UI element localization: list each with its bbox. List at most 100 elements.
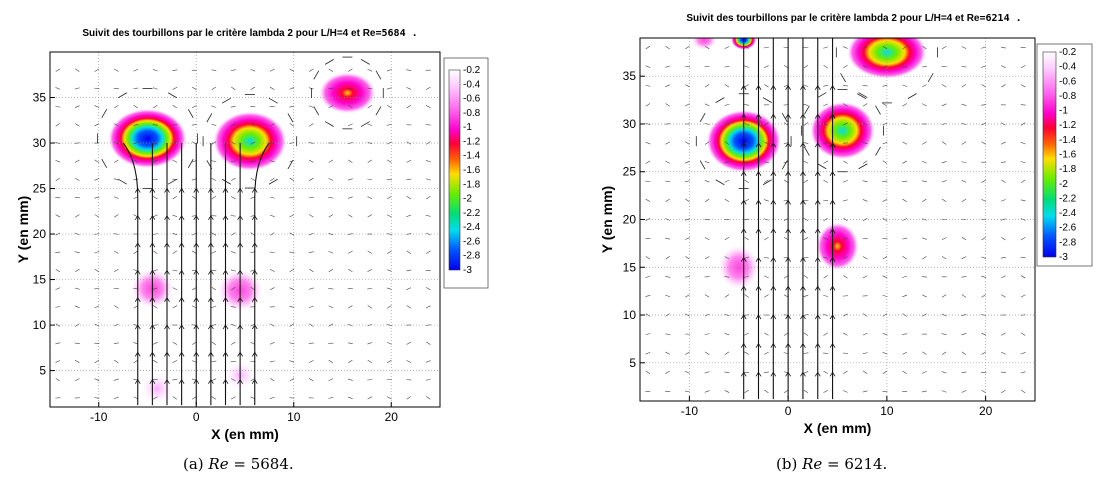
vector-arrow xyxy=(211,124,216,125)
vector-arrow xyxy=(1021,161,1026,162)
vector-arrow xyxy=(665,142,669,144)
vector-arrow xyxy=(942,391,947,393)
vector-arrow xyxy=(1001,333,1005,336)
vector-arrow xyxy=(290,69,294,72)
vector-arrow xyxy=(270,324,274,327)
vector-arrow xyxy=(114,397,119,399)
colorbar: -0.2-0.4-0.6-0.8-1-1.2-1.4-1.6-1.8-2-2.2… xyxy=(444,58,488,288)
vector-arrow xyxy=(348,214,352,217)
vector-arrow xyxy=(646,66,651,68)
vector-arrow xyxy=(95,306,99,308)
vector-arrow xyxy=(251,69,256,71)
vector-arrow xyxy=(863,314,867,317)
vector-arrow xyxy=(1021,180,1025,183)
vector-arrow xyxy=(745,180,749,183)
vector-arrow xyxy=(406,70,411,71)
colorbar-label: -0.8 xyxy=(1059,91,1077,102)
vector-arrow xyxy=(114,269,118,272)
vector-arrow xyxy=(804,123,808,126)
vector-arrow xyxy=(153,360,157,363)
colorbar-label: -2.6 xyxy=(1059,223,1077,234)
colorbar-label: -2.4 xyxy=(1059,208,1077,219)
vector-arrow xyxy=(387,251,391,254)
vector-arrow xyxy=(368,269,372,271)
vector-arrow xyxy=(172,270,177,271)
vector-arrow xyxy=(823,295,828,296)
vector-arrow xyxy=(348,179,353,181)
vector-arrow xyxy=(646,46,650,49)
vector-arrow xyxy=(824,333,828,336)
vector-arrow xyxy=(55,87,60,89)
swirl-arrow xyxy=(118,179,127,184)
y-tick-label: 35 xyxy=(33,91,47,105)
vector-arrow xyxy=(212,87,216,90)
vector-arrow xyxy=(803,353,808,354)
vector-arrow xyxy=(251,87,255,90)
vector-arrow xyxy=(329,160,333,163)
vector-arrow xyxy=(270,287,274,289)
vector-arrow xyxy=(685,46,689,49)
vector-arrow xyxy=(962,46,966,48)
vector-arrow xyxy=(1001,352,1005,354)
vector-arrow xyxy=(270,269,274,271)
vector-arrow xyxy=(75,160,79,162)
y-tick-label: 15 xyxy=(623,260,637,274)
vector-arrow xyxy=(982,352,986,355)
vector-arrow xyxy=(666,199,670,202)
vector-arrow xyxy=(192,124,197,125)
vector-arrow xyxy=(75,269,79,272)
vector-arrow xyxy=(646,103,650,106)
vector-arrow xyxy=(705,219,710,220)
vector-arrow xyxy=(962,180,966,182)
vector-arrow xyxy=(725,180,729,182)
vector-arrow xyxy=(903,314,907,317)
vector-arrow xyxy=(705,295,709,298)
vector-arrow xyxy=(153,105,157,108)
vector-arrow xyxy=(666,46,670,49)
vector-arrow xyxy=(212,251,216,253)
vector-arrow xyxy=(1001,276,1006,278)
vector-arrow xyxy=(95,124,99,126)
vector-arrow xyxy=(685,199,689,202)
vector-arrow xyxy=(368,69,372,71)
vector-arrow xyxy=(685,66,690,67)
vector-arrow xyxy=(981,333,986,335)
vector-arrow xyxy=(114,343,119,344)
vector-arrow xyxy=(407,251,411,254)
x-tick-label: 10 xyxy=(880,404,894,418)
vector-arrow xyxy=(309,288,314,289)
vector-arrow xyxy=(114,251,118,253)
vector-arrow xyxy=(407,342,411,345)
y-tick-label: 25 xyxy=(623,165,637,179)
vector-arrow xyxy=(1001,237,1005,240)
swirl-arrow xyxy=(325,122,334,127)
vector-arrow xyxy=(387,305,391,308)
swirl-arrow xyxy=(763,98,772,103)
vector-arrow xyxy=(1001,123,1005,126)
vector-arrow xyxy=(114,105,118,108)
vector-arrow xyxy=(1021,333,1025,336)
vector-arrow xyxy=(328,288,333,289)
vector-arrow xyxy=(823,371,827,373)
vector-arrow xyxy=(387,342,392,344)
vector-arrow xyxy=(173,397,177,400)
vector-arrow xyxy=(823,180,827,182)
vector-arrow xyxy=(407,288,412,290)
vector-arrow xyxy=(75,106,80,108)
vector-arrow xyxy=(95,178,100,180)
vector-arrow xyxy=(1021,65,1025,68)
chart-title: Suivit des tourbillons par le critère la… xyxy=(82,28,417,39)
vector-arrow xyxy=(407,196,411,199)
vector-arrow xyxy=(824,275,828,278)
vector-arrow xyxy=(942,142,946,145)
vector-arrow xyxy=(685,85,689,87)
vector-arrow xyxy=(962,295,966,298)
colorbar-label: -3 xyxy=(1059,252,1068,263)
vector-arrow xyxy=(745,84,749,87)
vector-arrow xyxy=(804,85,809,87)
vector-arrow xyxy=(1021,85,1025,87)
vector-arrow xyxy=(902,334,907,335)
colorbar-label: -1.6 xyxy=(463,165,481,176)
vector-arrow xyxy=(114,214,118,217)
